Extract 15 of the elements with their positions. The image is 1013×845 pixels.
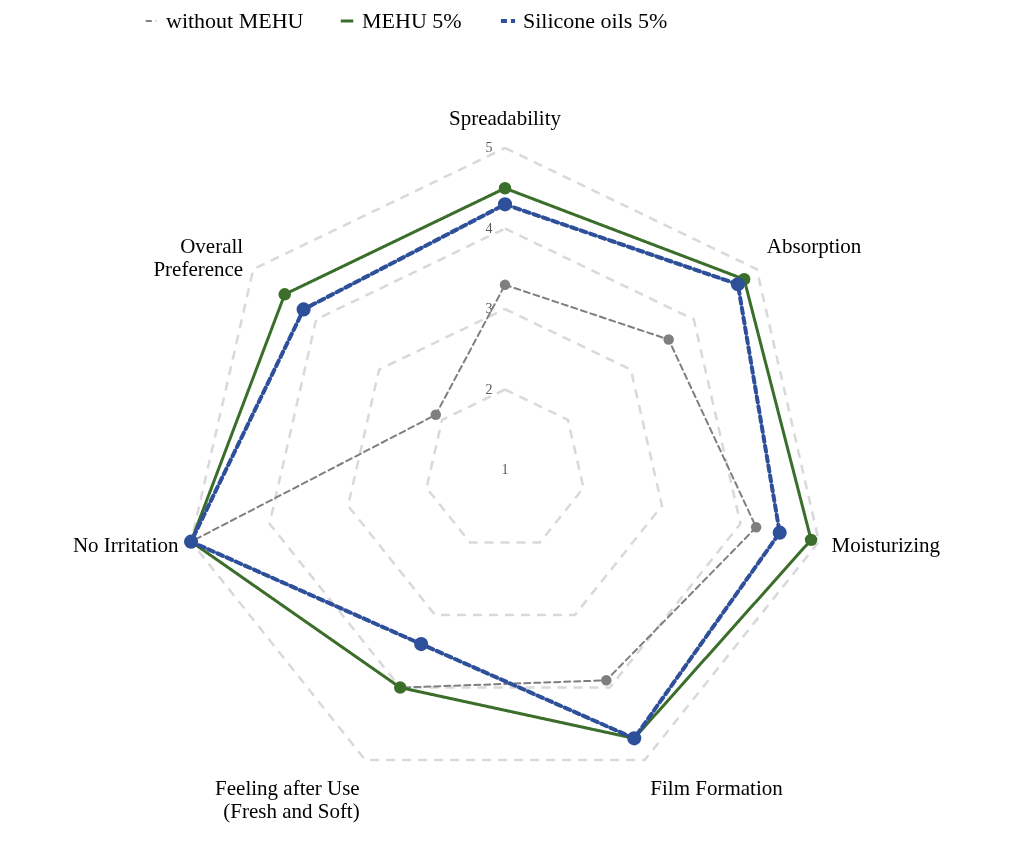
spoke-label: Overall Preference xyxy=(153,234,244,282)
spoke-label: No Irritation xyxy=(72,532,180,557)
legend-label: Silicone oils 5% xyxy=(523,8,668,33)
legend-label: MEHU 5% xyxy=(362,8,462,33)
spoke-label: Absorption xyxy=(766,234,862,259)
y-tick-label: 3 xyxy=(485,301,493,316)
y-tick-label: 4 xyxy=(485,220,493,236)
legend-label: without MEHU xyxy=(166,8,304,33)
y-tick-label: 2 xyxy=(485,381,493,397)
spoke-label: Feeling after Use (Fresh and Soft) xyxy=(215,775,360,823)
spoke-label: Moisturizing xyxy=(831,532,941,557)
y-tick-label: 1 xyxy=(501,462,509,477)
spoke-label: Spreadability xyxy=(449,105,562,130)
y-tick-label: 5 xyxy=(485,140,493,155)
spoke-label: Film Formation xyxy=(650,775,784,800)
